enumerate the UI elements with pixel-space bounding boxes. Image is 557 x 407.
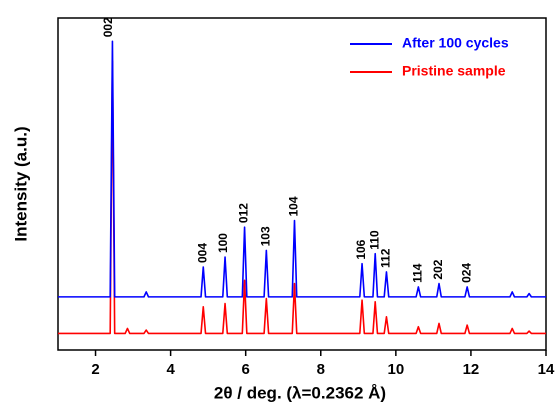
x-tick-label: 4 — [166, 361, 175, 378]
legend-label: After 100 cycles — [402, 35, 509, 51]
x-tick-label: 12 — [463, 361, 480, 378]
x-tick-label: 14 — [538, 361, 555, 378]
peak-label: 004 — [195, 243, 209, 263]
plot-frame — [57, 17, 547, 351]
x-tick-label: 8 — [317, 361, 325, 378]
peak-label: 012 — [237, 203, 251, 223]
peak-label: 112 — [379, 248, 393, 268]
x-tick-label: 10 — [388, 361, 405, 378]
data-line — [58, 60, 546, 335]
peak-label: 106 — [354, 239, 368, 259]
y-axis-label: Intensity (a.u.) — [11, 126, 30, 241]
peak-label: 024 — [459, 263, 473, 283]
x-tick-label: 6 — [242, 361, 250, 378]
peak-label: 114 — [411, 263, 425, 283]
legend-label: Pristine sample — [402, 63, 506, 79]
peak-label: 104 — [287, 196, 301, 216]
peak-label: 202 — [431, 259, 445, 279]
x-tick-label: 2 — [91, 361, 99, 378]
peak-label: 103 — [259, 226, 273, 246]
data-line — [58, 40, 546, 298]
peak-label: 100 — [216, 233, 230, 253]
peak-label: 110 — [367, 230, 381, 250]
x-axis-label: 2θ / deg. (λ=0.2362 Å) — [214, 383, 386, 402]
peak-label: 002 — [101, 17, 115, 37]
